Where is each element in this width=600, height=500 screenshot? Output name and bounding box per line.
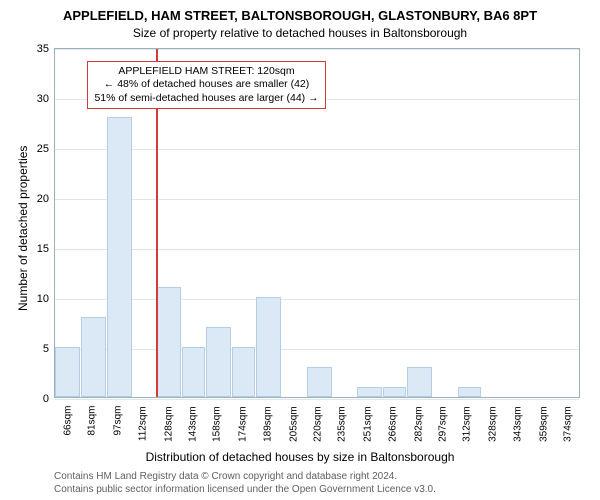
x-tick-label: 343sqm [512, 406, 523, 442]
histogram-bar [206, 327, 231, 397]
y-tick-label: 30 [37, 93, 49, 105]
gridline [55, 299, 579, 300]
gridline [55, 399, 579, 400]
histogram-bar [458, 387, 481, 397]
y-axis-label: Number of detached properties [16, 145, 30, 310]
x-axis-label: Distribution of detached houses by size … [0, 450, 600, 464]
chart-title: APPLEFIELD, HAM STREET, BALTONSBOROUGH, … [0, 8, 600, 23]
x-tick-label: 374sqm [563, 406, 574, 442]
gridline [55, 349, 579, 350]
histogram-bar [383, 387, 406, 397]
chart-subtitle: Size of property relative to detached ho… [0, 26, 600, 40]
x-tick-label: 174sqm [238, 406, 249, 442]
annot-line: APPLEFIELD HAM STREET: 120sqm [94, 65, 318, 78]
gridline [55, 249, 579, 250]
gridline [55, 199, 579, 200]
histogram-bar [182, 347, 205, 397]
x-tick-label: 205sqm [288, 406, 299, 442]
histogram-bar [256, 297, 281, 397]
x-tick-label: 97sqm [113, 406, 124, 436]
footnote-2: Contains public sector information licen… [54, 484, 436, 495]
x-tick-label: 143sqm [187, 406, 198, 442]
chart-container: APPLEFIELD, HAM STREET, BALTONSBOROUGH, … [0, 0, 600, 500]
histogram-bar [55, 347, 80, 397]
histogram-bar [407, 367, 432, 397]
y-tick-label: 5 [43, 343, 49, 355]
x-tick-label: 112sqm [137, 406, 148, 441]
y-tick-label: 25 [37, 143, 49, 155]
histogram-bar [357, 387, 382, 397]
annot-line: 51% of semi-detached houses are larger (… [94, 92, 318, 105]
x-tick-label: 189sqm [262, 406, 273, 442]
gridline [55, 149, 579, 150]
x-tick-label: 66sqm [62, 406, 73, 436]
plot-area: 0510152025303566sqm81sqm97sqm112sqm128sq… [54, 48, 580, 398]
x-tick-label: 235sqm [337, 406, 348, 442]
x-tick-label: 128sqm [163, 406, 174, 442]
x-tick-label: 359sqm [538, 406, 549, 442]
histogram-bar [81, 317, 106, 397]
x-tick-label: 81sqm [87, 406, 98, 436]
annot-line: ← 48% of detached houses are smaller (42… [94, 78, 318, 91]
y-tick-label: 35 [37, 43, 49, 55]
histogram-bar [307, 367, 332, 397]
y-tick-label: 15 [37, 243, 49, 255]
x-tick-label: 297sqm [438, 406, 449, 442]
y-tick-label: 0 [43, 393, 49, 405]
footnote-1: Contains HM Land Registry data © Crown c… [54, 471, 397, 482]
y-tick-label: 20 [37, 193, 49, 205]
histogram-bar [156, 287, 181, 397]
gridline [55, 49, 579, 50]
x-tick-label: 282sqm [413, 406, 424, 442]
x-tick-label: 251sqm [363, 406, 374, 442]
x-tick-label: 266sqm [387, 406, 398, 442]
x-tick-label: 312sqm [462, 406, 473, 442]
x-tick-label: 158sqm [212, 406, 223, 442]
histogram-bar [107, 117, 132, 397]
x-tick-label: 328sqm [488, 406, 499, 442]
annotation-box: APPLEFIELD HAM STREET: 120sqm← 48% of de… [87, 61, 325, 108]
histogram-bar [232, 347, 255, 397]
x-tick-label: 220sqm [313, 406, 324, 442]
y-tick-label: 10 [37, 293, 49, 305]
